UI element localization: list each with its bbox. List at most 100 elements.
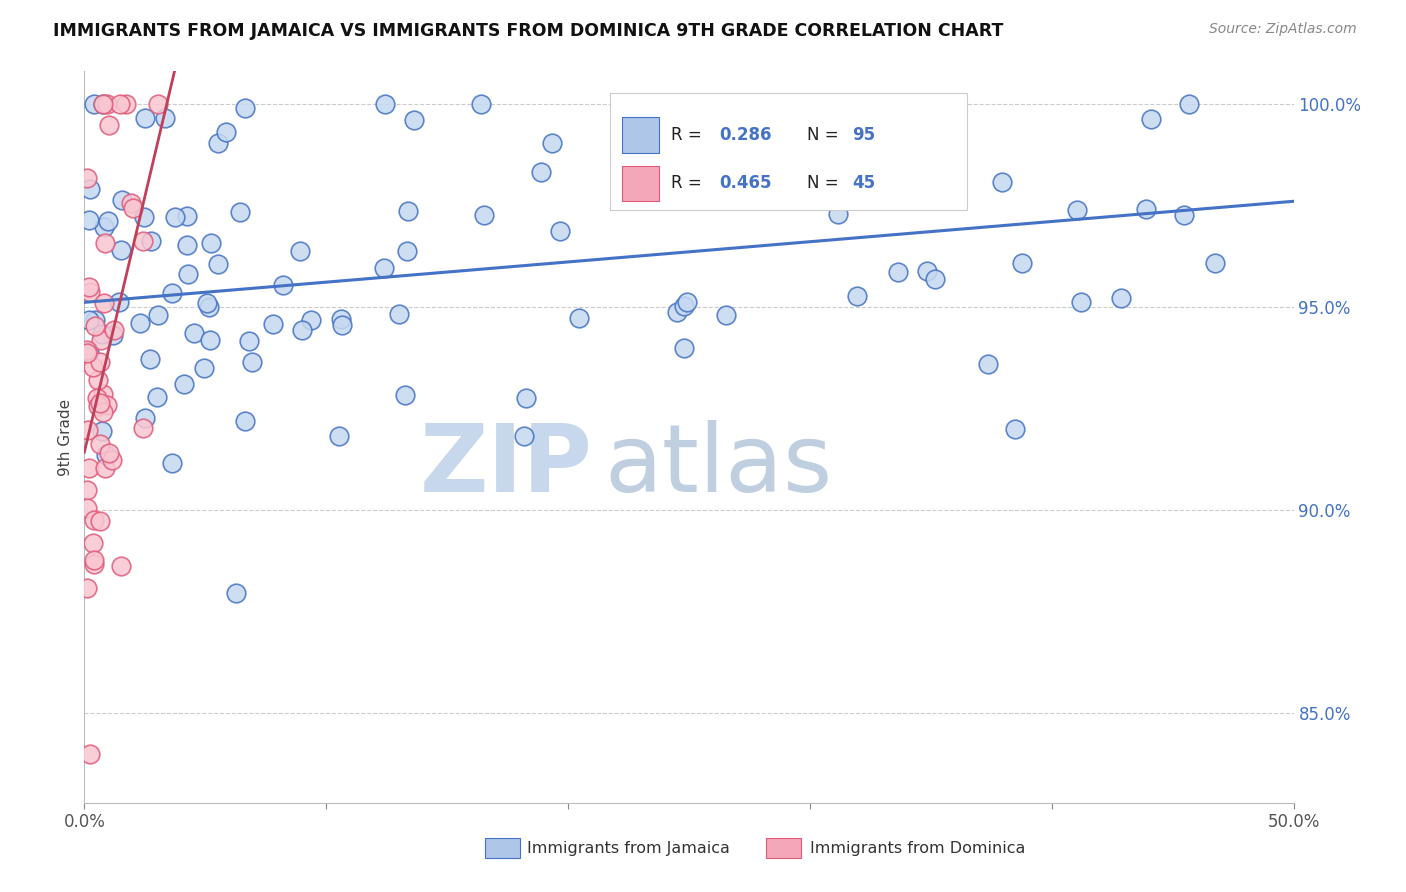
Point [754, 169, 776, 184]
Text: R =: R = [671, 126, 707, 144]
Point [388, 307, 411, 321]
Point [97, 446, 120, 460]
Text: 45: 45 [852, 174, 876, 193]
Point [87, 399, 110, 413]
Point [83, 514, 105, 528]
Point [155, 112, 177, 126]
Text: Source: ZipAtlas.com: Source: ZipAtlas.com [1209, 22, 1357, 37]
Point [672, 341, 695, 355]
Point [86, 373, 108, 387]
Point [991, 174, 1014, 188]
Bar [623, 118, 659, 153]
Point [394, 388, 416, 402]
Point [91, 424, 114, 438]
Point [233, 101, 256, 115]
Point [229, 205, 252, 219]
Point [146, 96, 169, 111]
Point [82, 536, 104, 550]
Point [207, 257, 229, 271]
Point [103, 328, 125, 343]
Point [77, 423, 100, 437]
Point [115, 96, 138, 111]
Point [96, 398, 118, 412]
Point [134, 411, 156, 425]
Point [76, 346, 98, 360]
Point [103, 323, 125, 337]
Point [682, 145, 704, 159]
Text: 95: 95 [852, 126, 876, 144]
Point [94, 235, 117, 250]
Point [1070, 294, 1092, 309]
Point [132, 234, 155, 248]
Point [402, 113, 425, 128]
Point [93, 404, 115, 418]
Point [977, 357, 1000, 371]
Point [195, 295, 218, 310]
Point [225, 586, 247, 600]
Text: R =: R = [671, 174, 707, 193]
Point [1178, 96, 1201, 111]
Point [107, 295, 129, 310]
Point [96, 449, 118, 463]
Point [160, 285, 183, 300]
Point [120, 196, 142, 211]
Point [291, 322, 314, 336]
Bar [623, 166, 659, 201]
Point [396, 244, 419, 258]
Point [924, 272, 946, 286]
Point [513, 429, 536, 443]
Point [238, 334, 260, 349]
Point [240, 355, 263, 369]
Point [207, 136, 229, 150]
Point [676, 294, 699, 309]
Point [472, 208, 495, 222]
Point [328, 429, 350, 443]
Point [165, 211, 187, 225]
Point [845, 289, 868, 303]
Point [122, 201, 145, 215]
Point [76, 343, 98, 357]
Point [101, 453, 124, 467]
Point [886, 265, 908, 279]
Point [82, 360, 104, 375]
Point [110, 559, 132, 574]
Point [173, 377, 195, 392]
Point [176, 237, 198, 252]
Point [77, 212, 100, 227]
Point [96, 96, 118, 111]
Point [288, 244, 311, 259]
Point [374, 96, 396, 111]
Point [1066, 203, 1088, 218]
Point [89, 395, 111, 409]
Point [215, 125, 238, 139]
Point [568, 310, 591, 325]
Text: N =: N = [807, 126, 845, 144]
Point [548, 224, 571, 238]
Point [1004, 422, 1026, 436]
Point [132, 211, 155, 225]
Point [262, 318, 284, 332]
Point [1011, 255, 1033, 269]
Point [666, 305, 689, 319]
Point [330, 318, 353, 332]
Point [79, 285, 101, 300]
Y-axis label: 9th Grade: 9th Grade [58, 399, 73, 475]
Point [139, 352, 162, 367]
Point [146, 308, 169, 322]
Text: Immigrants from Jamaica: Immigrants from Jamaica [527, 841, 730, 855]
Point [197, 301, 219, 315]
Point [373, 261, 395, 276]
Point [76, 483, 98, 498]
Point [79, 182, 101, 196]
Point [89, 437, 111, 451]
Point [470, 96, 492, 111]
Text: Immigrants from Dominica: Immigrants from Dominica [810, 841, 1025, 855]
Point [200, 333, 222, 347]
Point [714, 308, 737, 322]
Point [1173, 208, 1195, 222]
Point [1135, 202, 1157, 217]
Point [193, 361, 215, 376]
Point [93, 387, 115, 401]
Point [77, 313, 100, 327]
Point [759, 96, 782, 111]
